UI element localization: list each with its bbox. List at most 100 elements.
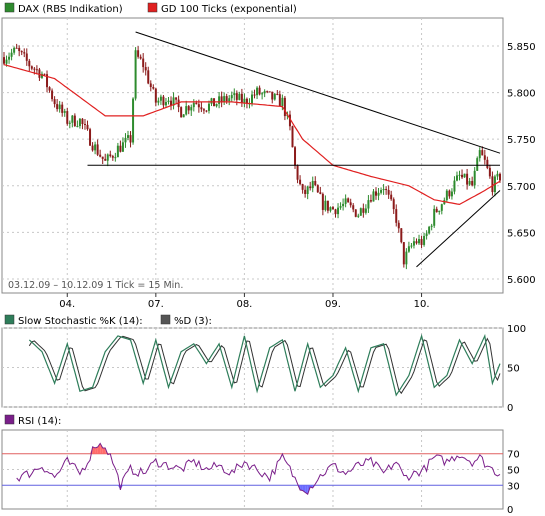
candle-body: [152, 87, 155, 89]
candle-body: [167, 100, 170, 103]
candle-body: [53, 99, 56, 105]
candle-body: [139, 56, 142, 59]
price-y-tick-label: 5.800: [507, 89, 536, 100]
candle-body: [225, 96, 228, 102]
candle-body: [425, 233, 428, 237]
candle-body: [137, 50, 140, 57]
candle-body: [240, 93, 243, 104]
rsi-legend-label-1: RSI (14):: [18, 416, 61, 427]
candle-body: [397, 222, 400, 229]
candle-body: [245, 98, 248, 104]
candle-body: [326, 200, 329, 211]
candle-body: [354, 209, 357, 217]
candle-body: [121, 142, 124, 152]
candle-body: [170, 100, 173, 106]
candle-body: [25, 53, 28, 61]
rsi-oversold-fill: [300, 485, 303, 491]
rsi-y-ticks: 70 50 30 0: [507, 450, 520, 516]
candle-body: [276, 93, 279, 95]
price-info-text: 03.12.09 – 10.12.09 1 Tick = 15 Min.: [8, 280, 183, 291]
candle-body: [230, 95, 233, 99]
candle-body: [56, 104, 59, 110]
candle-body: [233, 93, 236, 96]
candle-body: [253, 94, 256, 96]
price-y-ticks: 5.850 5.800 5.750 5.700 5.650 5.600: [507, 42, 536, 286]
rsi-overbought-fill: [92, 446, 96, 454]
candle-body: [256, 87, 259, 96]
candle-body: [392, 199, 395, 210]
candle-body: [430, 225, 433, 227]
candle-body: [8, 56, 11, 60]
candle-body: [51, 90, 54, 100]
price-candles: [3, 43, 501, 270]
candle-body: [154, 88, 157, 103]
stoch-d-line: [28, 335, 501, 395]
rsi-overbought-fill: [102, 447, 106, 454]
candle-body: [147, 70, 150, 84]
candle-body: [420, 239, 423, 245]
candle-body: [453, 180, 456, 192]
candle-body: [86, 124, 89, 130]
candle-body: [288, 114, 291, 127]
candle-body: [20, 51, 23, 53]
candle-body: [324, 200, 327, 210]
candle-body: [496, 173, 499, 177]
candle-body: [281, 97, 284, 106]
rsi-line: [16, 442, 501, 495]
candle-body: [344, 198, 347, 204]
rsi-grid: [2, 430, 503, 509]
stoch-grid: [2, 327, 503, 408]
stoch-lines: [28, 333, 501, 397]
candle-body: [180, 107, 183, 118]
candle-body: [400, 228, 403, 243]
candle-body: [359, 208, 362, 216]
price-x-tick-label: 07.: [148, 299, 164, 310]
price-y-tick-label: 5.600: [507, 275, 536, 286]
price-legend-label-1: DAX (RBS Indikation): [18, 4, 123, 15]
price-legend-label-2: GD 100 Ticks (exponential): [161, 4, 297, 15]
candle-body: [149, 83, 152, 88]
candle-body: [101, 156, 104, 159]
candle-body: [304, 189, 307, 195]
candle-body: [202, 109, 205, 111]
rsi-legend: RSI (14):: [4, 414, 61, 427]
candle-body: [73, 115, 76, 127]
candle-body: [235, 93, 238, 100]
candle-body: [220, 96, 223, 102]
rsi-legend-swatch-1: [4, 414, 15, 425]
candle-body: [405, 251, 408, 265]
candle-body: [438, 210, 441, 213]
rsi-overbought-fill: [97, 443, 101, 454]
candle-body: [387, 189, 390, 195]
price-y-tick-label: 5.850: [507, 42, 536, 53]
candle-body: [200, 107, 203, 110]
rsi-y-tick-label: 70: [507, 450, 520, 461]
candle-body: [142, 58, 145, 68]
candle-body: [58, 104, 61, 110]
price-y-tick-label: 5.750: [507, 135, 536, 146]
candle-body: [342, 203, 345, 207]
price-x-ticks: 04. 07. 08. 09. 10.: [59, 293, 430, 310]
candle-body: [415, 241, 418, 244]
rsi-fill: [90, 443, 316, 495]
candle-body: [478, 150, 481, 159]
candle-body: [266, 91, 269, 93]
candle-body: [111, 156, 114, 158]
candle-body: [35, 69, 38, 71]
candle-body: [458, 174, 461, 176]
candle-body: [48, 87, 51, 91]
candle-body: [175, 97, 178, 100]
candle-body: [418, 239, 421, 244]
candle-body: [377, 192, 380, 196]
candle-body: [195, 102, 198, 105]
candle-body: [410, 245, 413, 247]
candle-body: [83, 123, 86, 125]
candle-body: [144, 67, 147, 71]
candle-body: [132, 98, 135, 143]
candle-body: [3, 57, 5, 64]
candle-body: [38, 69, 41, 78]
candle-body: [473, 170, 476, 186]
candle-body: [380, 190, 383, 193]
candle-body: [78, 118, 81, 127]
